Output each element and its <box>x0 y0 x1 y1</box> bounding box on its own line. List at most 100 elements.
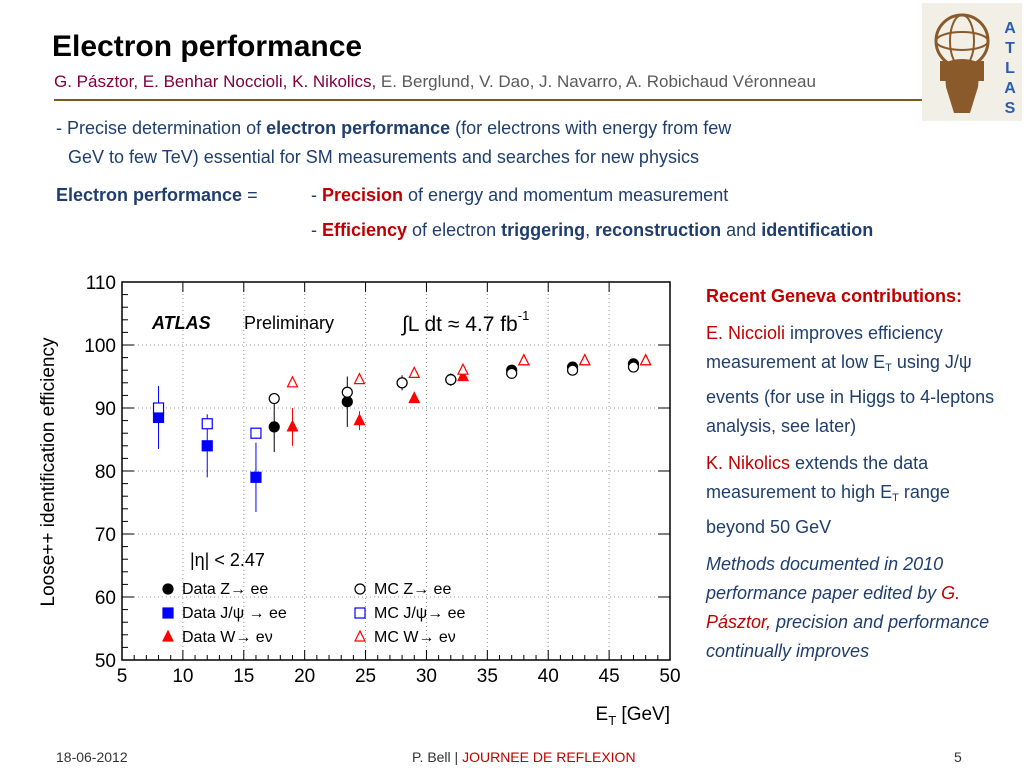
authors-primary: G. Pásztor, E. Benhar Noccioli, K. Nikol… <box>54 72 377 91</box>
side-p1-text-a: improves efficiency measurement at low E <box>706 323 943 372</box>
data-point <box>341 396 353 408</box>
data-point <box>286 419 299 432</box>
dotted-gridlines <box>122 282 670 660</box>
title-rule <box>54 99 936 101</box>
data-point <box>396 377 408 389</box>
y-tick-label: 70 <box>95 525 116 546</box>
luminosity-label: ∫L dt ≈ 4.7 fb-1 <box>401 308 529 336</box>
legend-label: MC J/ψ→ ee <box>374 605 466 622</box>
legend-marker <box>354 629 366 642</box>
plot-frame <box>121 281 671 661</box>
data-point <box>152 411 165 424</box>
legend-marker <box>162 607 174 619</box>
side-p2-text-b: range beyond 50 GeV <box>706 482 950 537</box>
intro-prefix: - Precise determination of <box>56 118 267 138</box>
luminosity-exponent: -1 <box>518 308 530 323</box>
axis-ticks <box>121 281 671 661</box>
efficiency-word: Efficiency <box>322 220 408 240</box>
precision-word: Precision <box>322 185 404 205</box>
side-panel: Recent Geneva contributions: E. Niccioli… <box>706 282 1006 674</box>
atlas-logo: A T L A S <box>922 3 1022 121</box>
data-point <box>286 375 299 388</box>
identification-word: identification <box>761 220 874 240</box>
intro-suffix: (for electrons with energy from few <box>450 118 732 138</box>
atlas-logo-letter-s: S <box>1005 100 1016 117</box>
intro-text: - Precise determination of electron perf… <box>56 114 916 172</box>
data-point <box>408 366 421 378</box>
y-tick-label: 90 <box>95 399 116 420</box>
side-p3-a: Methods documented in 2010 performance p… <box>706 554 944 603</box>
data-point <box>457 369 469 382</box>
x-tick-label: 45 <box>599 666 620 687</box>
footer-author: P. Bell | <box>412 749 463 765</box>
intro-line2: GeV to few TeV) essential for SM measure… <box>68 147 699 167</box>
side-p2-text-a: extends the data measurement to high E <box>706 453 929 502</box>
definition-line2-and: and <box>721 220 762 240</box>
data-point <box>353 372 366 385</box>
legend-marker <box>162 629 174 642</box>
x-tick-label: 40 <box>538 666 559 687</box>
legend-label: Data J/ψ → ee <box>182 605 287 622</box>
legend-marker <box>354 583 366 595</box>
x-axis-label: ET [GeV] <box>596 704 671 728</box>
definition-line1-dash: - <box>311 185 322 205</box>
x-tick-label: 15 <box>233 666 254 687</box>
x-tick-label: 5 <box>117 666 128 687</box>
efficiency-chart: 5 10 15 20 25 30 35 40 45 50 50 60 70 80 90 100 110 Loos… <box>38 273 681 728</box>
atlas-logo-letter-l: L <box>1005 60 1015 77</box>
data-point <box>408 391 421 404</box>
side-paragraph-1: E. Niccioli improves efficiency measurem… <box>706 319 1006 441</box>
data-point <box>445 374 457 386</box>
definition-line1-rest: of energy and momentum measurement <box>403 185 729 205</box>
data-point <box>517 353 530 366</box>
legend-marker <box>354 607 366 619</box>
atlas-label: ATLAS <box>151 313 211 333</box>
data-point <box>353 413 366 426</box>
atlas-logo-letter-a2: A <box>1004 80 1016 97</box>
preliminary-label: Preliminary <box>244 313 334 333</box>
authors-line: G. Pásztor, E. Benhar Noccioli, K. Nikol… <box>54 72 816 92</box>
y-tick-label: 60 <box>95 588 116 609</box>
x-tick-label: 35 <box>477 666 498 687</box>
side-p1-text-b: using J/ψ events (for use in Higgs to 4-… <box>706 352 995 436</box>
x-tick-label: 50 <box>659 666 680 687</box>
data-point <box>457 362 469 375</box>
niccioli-name: E. Niccioli <box>706 323 786 343</box>
x-axis-label-sub: T <box>608 713 616 728</box>
footer-date: 18-06-2012 <box>56 749 128 765</box>
definition-line-2: - Efficiency of electron triggering, rec… <box>311 220 873 241</box>
data-point <box>341 386 353 398</box>
data-point <box>152 402 165 414</box>
tick-labels: 5 10 15 20 25 30 35 40 45 50 50 60 70 80 90 100 110 <box>84 273 680 687</box>
x-tick-label: 20 <box>294 666 315 687</box>
x-tick-label: 10 <box>172 666 193 687</box>
definition-line-1: - Precision of energy and momentum measu… <box>311 185 728 206</box>
legend-marker <box>162 583 174 595</box>
definition-label-bold: Electron performance <box>56 185 243 205</box>
x-axis-label-e: E <box>596 704 609 725</box>
definition-line2-dash: - <box>311 220 322 240</box>
data-point <box>201 418 213 430</box>
nikolics-name: K. Nikolics <box>706 453 791 473</box>
legend-label: Data Z→ ee <box>182 581 268 598</box>
definition-label-eq: = <box>242 185 258 205</box>
triggering-word: triggering <box>501 220 586 240</box>
data-point <box>578 353 591 366</box>
eta-cut-label: |η| < 2.47 <box>190 550 265 570</box>
footer-page-number: 5 <box>954 749 962 765</box>
data-markers <box>152 353 652 483</box>
side-p3-b: precision and performance continually im… <box>706 612 990 661</box>
data-point <box>250 427 262 439</box>
footer-conference: JOURNEE DE REFLEXION <box>462 749 636 765</box>
definition-line2-mid: of electron <box>407 220 502 240</box>
legend: Data Z→ ee Data J/ψ → ee Data W→ eν MC Z→ e… <box>162 581 466 646</box>
x-tick-label: 30 <box>416 666 437 687</box>
legend-label: MC Z→ ee <box>374 581 451 598</box>
atlas-logo-letter-t: T <box>1005 40 1015 57</box>
authors-secondary: E. Berglund, V. Dao, J. Navarro, A. Robi… <box>376 72 816 91</box>
atlas-logo-letter-a1: A <box>1004 20 1016 37</box>
y-tick-label: 80 <box>95 462 116 483</box>
luminosity-value: ∫L dt ≈ 4.7 fb <box>401 313 518 336</box>
side-header: Recent Geneva contributions: <box>706 286 963 306</box>
legend-label: MC W→ eν <box>374 629 456 646</box>
